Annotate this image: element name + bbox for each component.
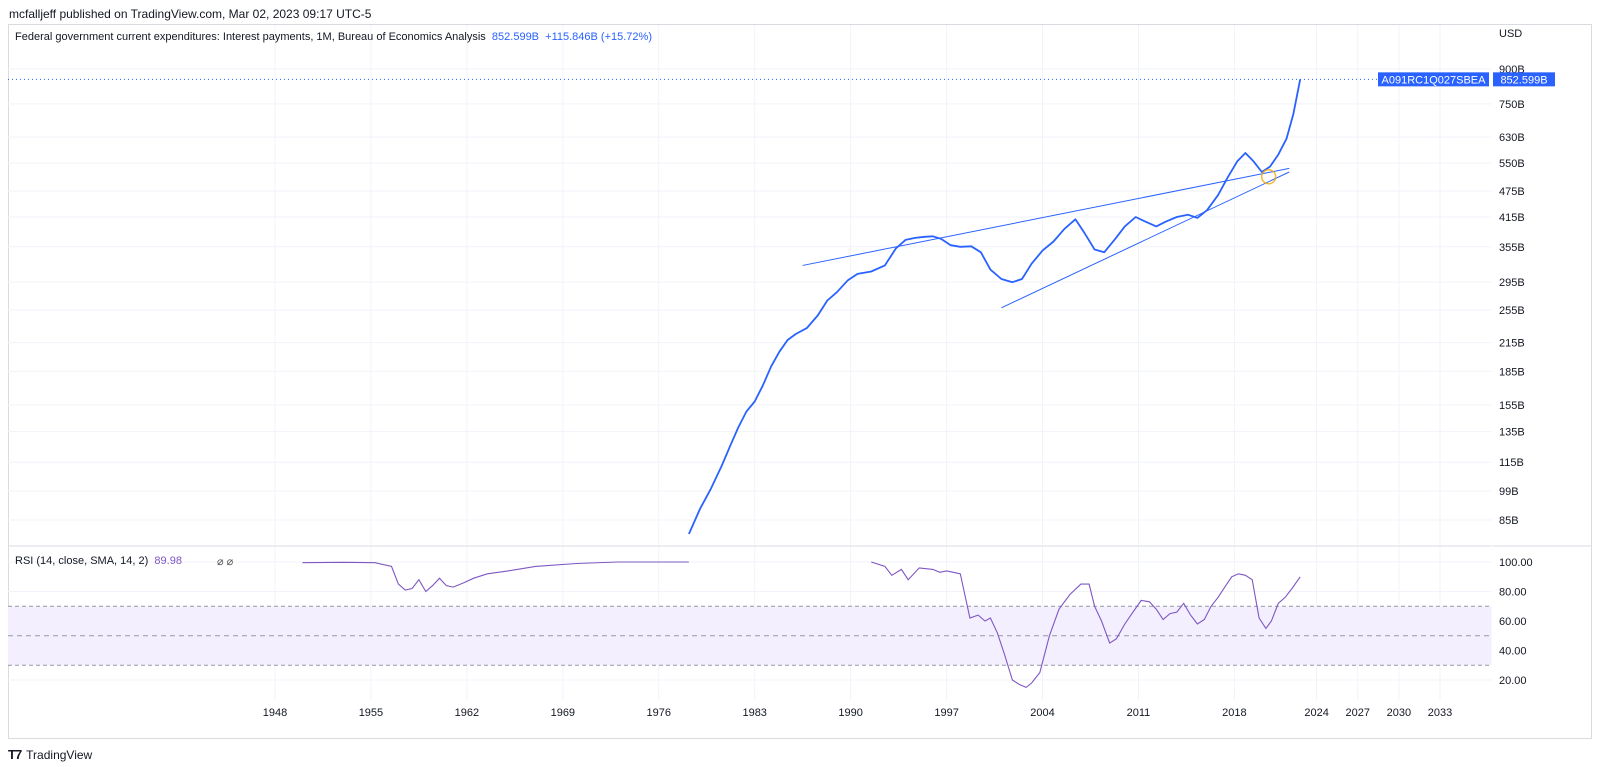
price-tick-label: 215B [1499, 338, 1525, 350]
time-tick-label: 2027 [1346, 707, 1370, 719]
rsi-value: 89.98 [154, 555, 182, 567]
price-tick-label: 255B [1499, 305, 1525, 317]
price-tick-label: 135B [1499, 427, 1525, 439]
series-last-value: 852.599B [491, 31, 540, 43]
price-axis[interactable]: 900B750B630B550B475B415B355B295B255B215B… [1499, 64, 1525, 527]
time-tick-label: 1948 [263, 707, 287, 719]
price-tick-label: 475B [1499, 186, 1525, 198]
series-title: Federal government current expenditures:… [15, 31, 486, 43]
series-change: +115.846B (+15.72%) [545, 31, 652, 43]
price-tick-label: 155B [1499, 400, 1525, 412]
rsi-tick-label: 100.00 [1499, 557, 1533, 569]
rsi-line-segment [302, 561, 689, 593]
rsi-tick-label: 60.00 [1499, 616, 1527, 628]
value-badge: 852.599B [1493, 72, 1555, 87]
symbol-badge-text: A091RC1Q027SBEA [1382, 74, 1487, 86]
price-tick-label: 295B [1499, 277, 1525, 289]
footer-brand: T7 TradingView [8, 747, 92, 762]
rsi-tick-label: 80.00 [1499, 587, 1527, 599]
time-tick-label: 1962 [455, 707, 479, 719]
rsi-series-lines[interactable] [302, 561, 1301, 689]
price-tick-label: 355B [1499, 242, 1525, 254]
rsi-tick-label: 40.00 [1499, 646, 1527, 658]
rsi-legend[interactable]: RSI (14, close, SMA, 14, 2) 89.98 [15, 555, 182, 567]
time-tick-label: 2024 [1304, 707, 1328, 719]
trendline-lower [1001, 171, 1290, 309]
price-tick-label: 415B [1499, 212, 1525, 224]
price-tick-label: 99B [1499, 486, 1519, 498]
time-tick-label: 2033 [1428, 707, 1452, 719]
rsi-tick-label: 20.00 [1499, 675, 1527, 687]
main-legend[interactable]: Federal government current expenditures:… [15, 31, 652, 43]
time-tick-label: 1997 [934, 707, 958, 719]
chart-frame [8, 24, 1592, 739]
time-tick-label: 2018 [1222, 707, 1246, 719]
time-tick-label: 1955 [359, 707, 383, 719]
time-tick-label: 2011 [1127, 707, 1151, 719]
trendlines[interactable] [802, 167, 1290, 309]
currency-label: USD [1499, 28, 1522, 40]
price-tick-label: 550B [1499, 158, 1525, 170]
time-tick-label: 2030 [1387, 707, 1411, 719]
tradingview-logo-icon: T7 [8, 747, 22, 762]
rsi-level-lines [8, 605, 1492, 666]
marker-circle[interactable] [1260, 169, 1277, 185]
published-byline: mcfalljeff published on TradingView.com,… [9, 7, 372, 21]
rsi-line-segment [871, 561, 1301, 689]
time-tick-label: 2004 [1030, 707, 1054, 719]
value-badge-text: 852.599B [1500, 74, 1547, 86]
rsi-axis[interactable]: 100.00 80.00 60.00 40.00 20.00 [1499, 557, 1533, 687]
time-tick-label: 1990 [838, 707, 862, 719]
price-tick-label: 185B [1499, 366, 1525, 378]
main-series-line[interactable] [688, 79, 1302, 535]
price-tick-label: 85B [1499, 515, 1519, 527]
price-tick-label: 750B [1499, 99, 1525, 111]
symbol-badge: A091RC1Q027SBEA [1378, 72, 1489, 87]
main-grid [8, 25, 1492, 545]
visibility-toggle-icons[interactable]: ⌀ ⌀ [217, 556, 234, 568]
price-tick-label: 630B [1499, 132, 1525, 144]
time-tick-label: 1983 [742, 707, 766, 719]
time-axis[interactable]: 1948 1955 1962 1969 1976 1983 1990 1997 2004 2011… [263, 707, 1452, 719]
time-tick-label: 1976 [647, 707, 671, 719]
price-tick-label: 115B [1499, 457, 1524, 469]
footer-brand-text: TradingView [26, 747, 93, 762]
trendline-upper [802, 167, 1290, 266]
rsi-label: RSI (14, close, SMA, 14, 2) [15, 555, 149, 567]
time-tick-label: 1969 [551, 707, 575, 719]
